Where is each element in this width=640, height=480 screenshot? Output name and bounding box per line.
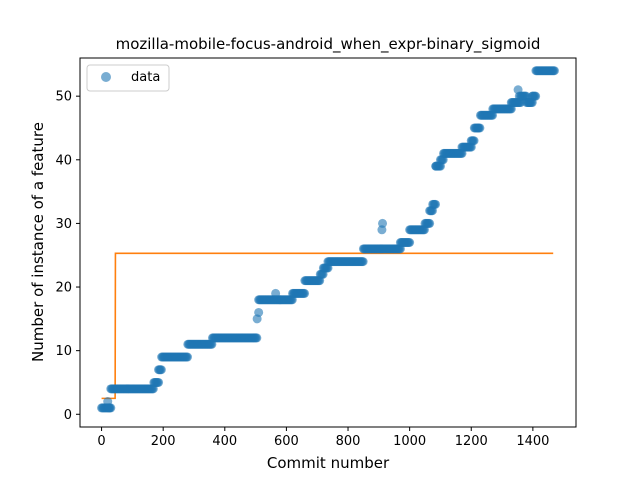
x-tick-label: 1000 (393, 434, 426, 449)
x-axis-ticks: 0 200 400 600 800 1000 1200 1400 (97, 427, 549, 449)
y-axis-label: Number of instance of a feature (29, 122, 47, 362)
y-tick-label: 50 (55, 90, 72, 105)
data-point (405, 238, 415, 247)
data-point (378, 218, 388, 228)
data-point (514, 91, 524, 101)
data-point (469, 136, 479, 146)
y-tick-label: 40 (55, 153, 72, 168)
x-tick-label: 0 (97, 434, 105, 449)
x-tick-label: 400 (212, 434, 237, 449)
data-points (97, 66, 559, 413)
data-point (154, 377, 164, 387)
data-point (183, 352, 193, 362)
data-point (254, 307, 264, 317)
y-tick-label: 0 (64, 408, 72, 423)
legend-label-data: data (131, 70, 160, 85)
data-point (524, 98, 534, 108)
data-point (431, 161, 441, 171)
data-point (431, 199, 441, 209)
legend: data (86, 64, 170, 92)
data-point (156, 365, 166, 375)
x-axis-label: Commit number (267, 454, 390, 472)
data-point (300, 288, 310, 298)
chart-title: mozilla-mobile-focus-android_when_expr-b… (116, 35, 541, 54)
legend-marker-data (101, 72, 111, 82)
data-point (358, 257, 368, 267)
data-point (473, 123, 483, 133)
y-tick-label: 10 (55, 344, 72, 359)
x-tick-label: 1400 (516, 434, 549, 449)
x-tick-label: 1200 (455, 434, 488, 449)
legend-box (86, 64, 170, 92)
data-point (104, 403, 114, 413)
data-point (549, 66, 559, 76)
data-point (252, 333, 262, 343)
y-tick-label: 30 (55, 217, 72, 232)
y-tick-label: 20 (55, 281, 72, 296)
x-tick-label: 600 (274, 434, 299, 449)
data-point (271, 288, 281, 298)
y-axis-ticks: 0 10 20 30 40 50 (55, 90, 80, 423)
x-tick-label: 200 (151, 434, 176, 449)
data-point (425, 218, 435, 228)
x-tick-label: 800 (336, 434, 361, 449)
